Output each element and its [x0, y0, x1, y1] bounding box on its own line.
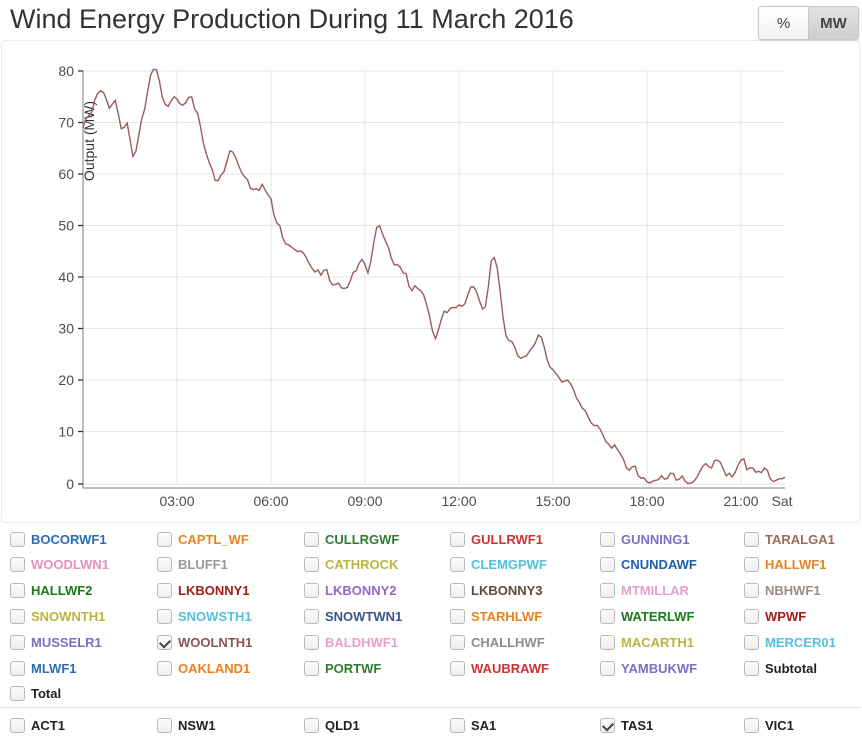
svg-text:18:00: 18:00: [629, 493, 664, 509]
svg-text:60: 60: [58, 166, 74, 182]
svg-text:15:00: 15:00: [535, 493, 570, 509]
svg-text:09:00: 09:00: [347, 493, 382, 509]
svg-text:80: 80: [58, 63, 74, 79]
svg-text:Sat: Sat: [771, 493, 792, 509]
svg-text:70: 70: [58, 115, 74, 131]
svg-text:06:00: 06:00: [253, 493, 288, 509]
svg-text:Output (MW): Output (MW): [81, 101, 97, 181]
svg-text:12:00: 12:00: [441, 493, 476, 509]
svg-text:40: 40: [58, 269, 74, 285]
svg-text:30: 30: [58, 321, 74, 337]
svg-text:03:00: 03:00: [159, 493, 194, 509]
svg-text:10: 10: [58, 424, 74, 440]
svg-text:20: 20: [58, 372, 74, 388]
svg-text:0: 0: [66, 476, 74, 492]
svg-text:21:00: 21:00: [723, 493, 758, 509]
svg-text:50: 50: [58, 218, 74, 234]
